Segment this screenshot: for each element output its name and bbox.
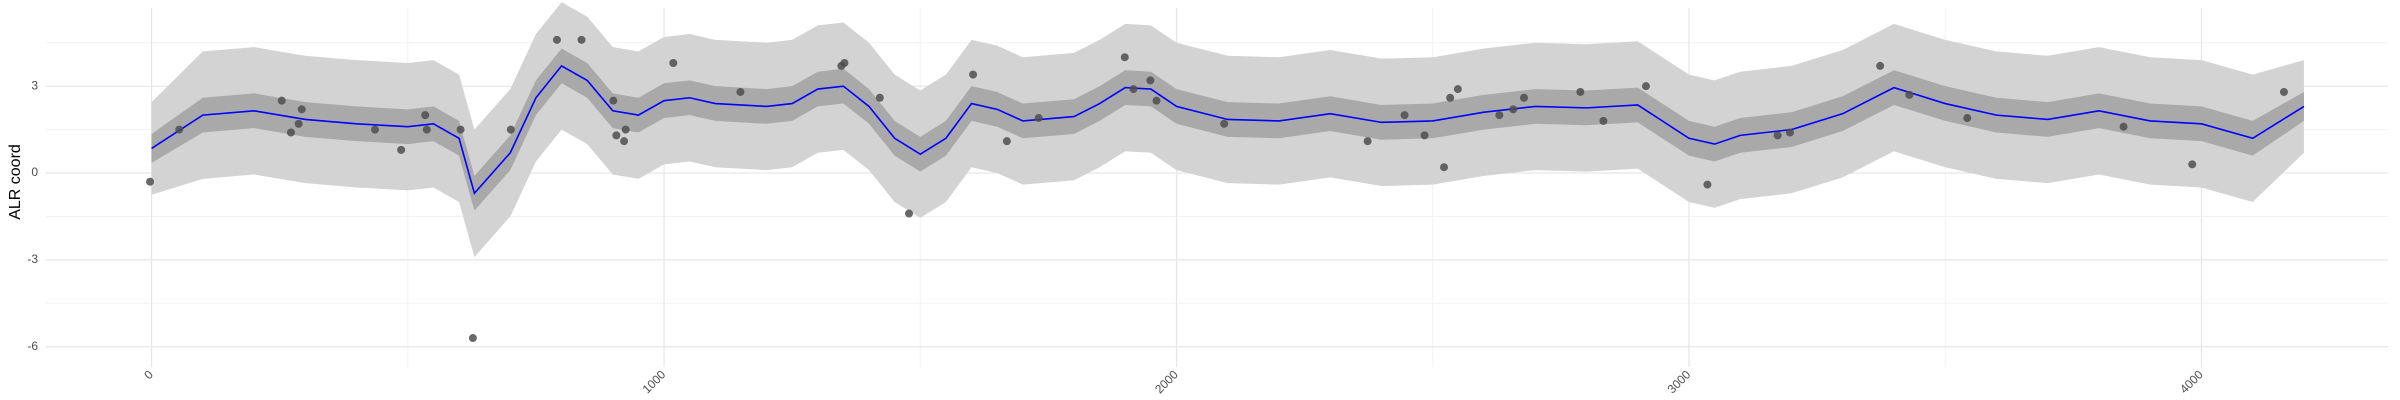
y-tick-label: -3 <box>27 252 38 266</box>
data-point <box>2279 87 2288 96</box>
data-point <box>669 59 678 68</box>
data-point <box>612 131 621 140</box>
data-point <box>468 334 477 343</box>
data-point <box>875 93 884 102</box>
data-point <box>1785 128 1794 137</box>
inner-band <box>151 48 2304 211</box>
data-point <box>294 119 303 128</box>
data-point <box>1519 93 1528 102</box>
data-point <box>506 125 515 134</box>
data-point <box>371 125 380 134</box>
data-point <box>421 111 430 120</box>
data-point <box>1509 105 1518 114</box>
data-point <box>1440 163 1449 172</box>
data-point <box>905 209 914 218</box>
data-point <box>1963 114 1972 123</box>
data-point <box>1576 87 1585 96</box>
data-point <box>1876 61 1885 70</box>
data-point <box>175 125 184 134</box>
data-point <box>277 96 286 105</box>
data-point <box>2188 160 2197 169</box>
data-point <box>422 125 431 134</box>
data-point <box>297 105 306 114</box>
data-point <box>840 59 849 68</box>
y-tick-label: 0 <box>31 165 38 179</box>
data-point <box>552 35 561 44</box>
data-point <box>286 128 295 137</box>
y-tick-label: 3 <box>31 78 38 92</box>
data-point <box>1599 116 1608 125</box>
data-point <box>1152 96 1161 105</box>
data-point <box>1002 137 1011 146</box>
data-point <box>1220 119 1229 128</box>
data-point <box>620 137 629 146</box>
x-tick-label: 0 <box>141 367 156 382</box>
y-tick-label: -6 <box>27 339 38 353</box>
data-point <box>1446 93 1455 102</box>
data-point <box>609 96 618 105</box>
data-point <box>1495 111 1504 120</box>
data-point <box>456 125 465 134</box>
data-point <box>2119 122 2128 131</box>
data-point <box>1453 85 1462 94</box>
y-axis-label: ALR coord <box>7 144 24 220</box>
x-tick-label: 4000 <box>2177 367 2206 396</box>
data-point <box>1129 85 1138 94</box>
data-point <box>1363 137 1372 146</box>
data-point <box>1034 114 1043 123</box>
data-point <box>1773 131 1782 140</box>
data-point <box>577 35 586 44</box>
data-point <box>736 87 745 96</box>
data-point <box>621 125 630 134</box>
data-point <box>1641 82 1650 91</box>
x-tick-label: 2000 <box>1152 367 1181 396</box>
x-tick-label: 3000 <box>1665 367 1694 396</box>
x-tick-label: 1000 <box>640 367 669 396</box>
data-point <box>1905 90 1914 99</box>
data-point <box>1400 111 1409 120</box>
data-point <box>397 145 406 154</box>
smooth-line <box>151 64 2305 195</box>
data-point <box>1703 180 1712 189</box>
data-point <box>146 177 155 186</box>
data-point <box>1420 131 1429 140</box>
data-point <box>1146 76 1155 85</box>
data-point <box>969 70 978 79</box>
data-point <box>1120 53 1129 62</box>
